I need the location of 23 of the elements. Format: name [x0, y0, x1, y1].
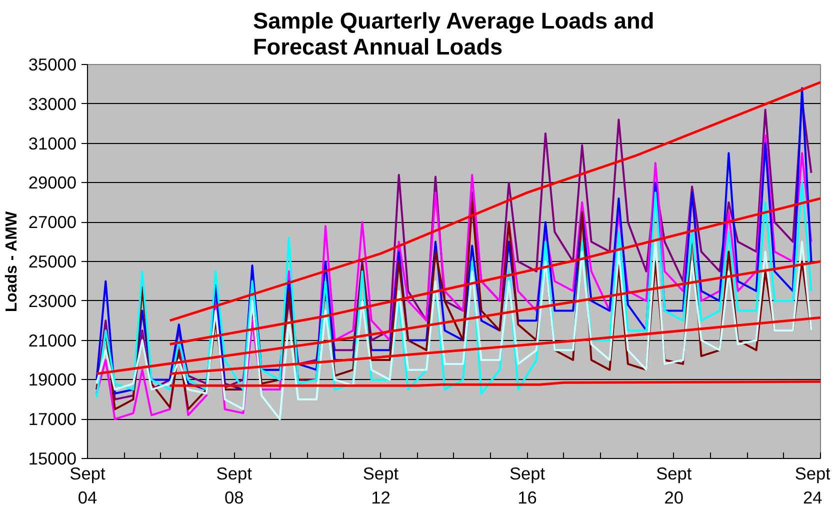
line-series	[95, 260, 820, 376]
line-series	[96, 134, 812, 420]
line-series	[168, 197, 820, 346]
x-tick-label: Sept 20	[656, 464, 692, 508]
line-series	[96, 240, 812, 420]
x-tick-label: Sept 16	[509, 464, 546, 508]
chart-title: Sample Quarterly Average Loads and Forecast Annual Loads	[252, 8, 654, 60]
x-tick-label: Sept 12	[362, 464, 399, 508]
y-tick-label: 21000	[28, 330, 76, 350]
y-tick-label: 23000	[28, 290, 76, 311]
y-tick-label: 33000	[28, 94, 76, 114]
y-tick-label: 29000	[28, 172, 76, 193]
y-tick-label: 35000	[28, 54, 76, 74]
x-tick-label: Sept 08	[216, 464, 252, 508]
line-series	[168, 316, 820, 376]
y-tick-label: 27000	[28, 212, 76, 232]
y-tick-label: 19000	[28, 370, 76, 390]
y-tick-label: 31000	[28, 133, 76, 154]
y-tick-label: 17000	[28, 409, 76, 430]
x-tick-label: Sept 24	[794, 464, 831, 508]
line-series	[168, 80, 820, 322]
y-axis-title: Loads - AMW	[3, 210, 20, 312]
y-tick-label: 25000	[28, 252, 76, 272]
